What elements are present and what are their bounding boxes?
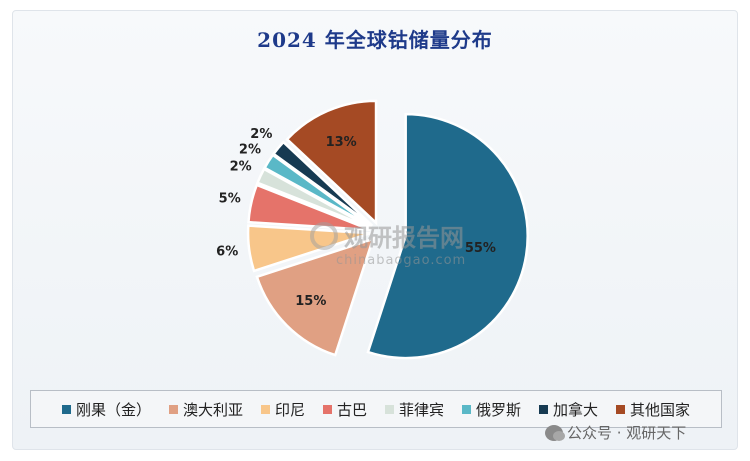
- legend-label: 加拿大: [553, 400, 599, 419]
- legend-label: 刚果（金）: [75, 400, 151, 419]
- legend-item: 加拿大: [539, 399, 598, 420]
- legend-item: 印尼: [260, 399, 305, 420]
- legend-item: 刚果（金）: [61, 399, 151, 420]
- legend-label: 古巴: [336, 400, 367, 419]
- pie-slice: [285, 99, 378, 226]
- slice-value-label: 2%: [250, 127, 272, 142]
- legend-item: 其他国家: [616, 399, 690, 420]
- legend-swatch: [168, 404, 178, 414]
- pie-slice: [366, 112, 529, 360]
- legend-swatch: [260, 404, 270, 414]
- watermark-brand: 观研报告网: [344, 224, 464, 252]
- source-tag: 公众号 · 观研天下: [545, 422, 686, 443]
- slice-value-label: 6%: [216, 244, 238, 259]
- slice-value-label: 2%: [239, 142, 261, 157]
- chart-frame: [12, 10, 738, 450]
- watermark-url: chinabaogao.com: [336, 253, 467, 268]
- legend-item: 古巴: [322, 399, 367, 420]
- legend-label: 澳大利亚: [182, 400, 243, 419]
- slice-value-label: 13%: [326, 135, 357, 150]
- slice-value-label: 55%: [465, 241, 496, 256]
- slice-value-label: 15%: [295, 294, 326, 309]
- wechat-icon: [545, 424, 565, 441]
- chart-legend: 刚果（金） 澳大利亚 印尼 古巴 菲律宾 俄罗斯 加拿大 其他国家: [30, 390, 722, 428]
- slice-value-label: 5%: [219, 191, 241, 206]
- legend-item: 俄罗斯: [462, 399, 521, 420]
- legend-label: 菲律宾: [399, 400, 445, 419]
- pie-slice: [255, 237, 375, 357]
- legend-swatch: [462, 404, 472, 414]
- pie-slice: [262, 153, 373, 228]
- source-tag-text: 公众号 · 观研天下: [567, 424, 687, 442]
- legend-label: 印尼: [274, 400, 305, 419]
- slice-value-label: 2%: [230, 159, 252, 174]
- legend-swatch: [385, 404, 394, 414]
- pie-slice: [247, 183, 371, 232]
- watermark: 观研报告网 chinabaogao.com: [310, 218, 466, 268]
- legend-swatch: [616, 404, 626, 414]
- pie-slice: [271, 140, 374, 227]
- legend-label: 俄罗斯: [476, 400, 522, 419]
- legend-item: 菲律宾: [385, 399, 444, 420]
- legend-swatch: [61, 404, 71, 414]
- pie-slice: [255, 167, 372, 229]
- pie-slice: [246, 224, 371, 273]
- legend-label: 其他国家: [630, 400, 691, 419]
- watermark-logo-icon: [310, 221, 338, 250]
- legend-swatch: [322, 404, 332, 414]
- legend-item: 澳大利亚: [168, 399, 243, 420]
- chart-title: 2024 年全球钴储量分布: [257, 28, 493, 52]
- legend-swatch: [539, 404, 549, 414]
